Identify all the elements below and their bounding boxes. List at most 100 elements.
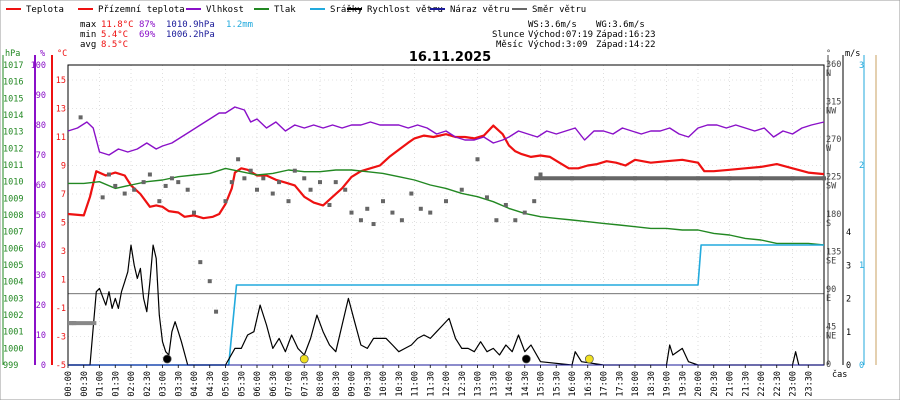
humidity-tick: 90 [36, 91, 46, 101]
rain-tick: 3 [859, 61, 864, 71]
humidity-tick: 0 [41, 361, 46, 371]
direction-point [444, 199, 448, 204]
series-vlhkost [67, 106, 825, 156]
x-tick-label: 05:30 [237, 371, 247, 397]
direction-point [459, 187, 464, 192]
x-axis-ticks: 00:00 00:30 01:00 01:30 02:00 02:30 03:00 03:30… [64, 365, 847, 397]
legend: Teplota Přízemní teplota Vlhkost Tlak Srážky… [6, 5, 586, 15]
x-tick-label: 20:30 [710, 371, 720, 397]
stat-value: avg [80, 40, 96, 50]
direction-point [261, 176, 266, 181]
direction-point [132, 187, 137, 192]
temperature-tick: 3 [61, 247, 66, 257]
humidity-tick: 40 [36, 241, 46, 251]
direction-point [223, 199, 228, 204]
direction-point [255, 187, 259, 192]
x-tick-label: 11:30 [426, 371, 436, 397]
temperature-tick: 7 [61, 190, 66, 200]
sun-moon-info: WS:3.6m/s WG:3.6m/s Slunce Východ:07:19 Zápa… [492, 20, 656, 50]
pressure-tick: 1012 [3, 144, 23, 154]
legend-item[interactable]: Vlhkost [186, 5, 244, 15]
axis-unit: ° [826, 49, 831, 59]
direction-point [302, 176, 307, 181]
event-marker [162, 354, 172, 364]
axis-unit: % [40, 49, 45, 59]
direction-point [538, 172, 543, 177]
x-tick-label: 02:00 [127, 371, 137, 397]
legend-label: Vlhkost [206, 5, 244, 15]
info-text: Západ:14:22 [596, 40, 656, 50]
direction-point [286, 199, 291, 204]
direction-point [358, 218, 363, 223]
pressure-tick: 1011 [3, 161, 23, 171]
x-tick-label: 10:00 [379, 371, 389, 397]
humidity-tick: 80 [36, 121, 46, 131]
legend-label: Náraz větru [450, 5, 510, 15]
stat-value: 87% [139, 20, 156, 30]
direction-point [522, 210, 527, 215]
x-tick-label: 13:30 [489, 371, 499, 397]
x-tick-label: 17:00 [600, 371, 610, 397]
humidity-tick: 30 [36, 271, 46, 281]
pressure-tick: 1009 [3, 194, 23, 204]
temperature-tick: 9 [61, 162, 66, 172]
direction-point [147, 172, 152, 177]
legend-item[interactable]: Směr větru [512, 5, 586, 15]
stat-value: 1.2mm [226, 20, 253, 30]
x-tick-label: 02:30 [143, 371, 153, 397]
direction-point [176, 180, 181, 185]
legend-item[interactable]: Náraz větru [430, 5, 510, 15]
x-tick-label: 20:00 [694, 371, 704, 397]
direction-cardinal: SE [826, 257, 836, 267]
legend-item[interactable]: Tlak [254, 5, 296, 15]
direction-point [371, 222, 376, 227]
direction-point [277, 180, 282, 185]
direction-cardinal: S [826, 219, 831, 229]
info-text: Západ:16:23 [596, 30, 656, 40]
series-tlak [68, 167, 825, 246]
x-tick-label: 01:30 [111, 371, 121, 397]
x-tick-label: 16:00 [568, 371, 578, 397]
direction-point [214, 309, 219, 314]
legend-item[interactable]: Teplota [6, 5, 64, 15]
pressure-tick: 999 [3, 361, 18, 371]
wind-tick: 1 [846, 328, 851, 338]
temperature-tick: -1 [56, 304, 66, 314]
direction-point [494, 218, 499, 223]
wind-tick: 0 [846, 361, 851, 371]
direction-point [409, 191, 414, 196]
direction-tick: 180 [826, 210, 841, 220]
direction-tick: 315 [826, 98, 841, 108]
direction-tick: 135 [826, 248, 841, 258]
direction-point [100, 195, 105, 200]
x-tick-label: 22:30 [773, 371, 783, 397]
direction-point [308, 187, 313, 192]
direction-cardinal: NW [826, 107, 837, 117]
x-tick-label: 12:00 [442, 371, 452, 397]
x-tick-label: 10:30 [395, 371, 405, 397]
pressure-tick: 1010 [3, 178, 23, 188]
x-tick-label: 00:30 [80, 371, 90, 397]
legend-item[interactable]: Rychlost větru [347, 5, 443, 15]
event-marker [299, 354, 309, 364]
event-marker [584, 354, 594, 364]
x-tick-label: 05:00 [222, 371, 232, 397]
direction-point [198, 260, 203, 265]
pressure-tick: 1013 [3, 128, 23, 138]
legend-item[interactable]: Srážky [310, 5, 363, 15]
legend-item[interactable]: Přízemní teplota [78, 5, 185, 15]
legend-label: Tlak [274, 5, 296, 15]
x-tick-label: 13:00 [474, 371, 484, 397]
info-text: WG:3.6m/s [596, 20, 645, 30]
info-text: WS:3.6m/s [528, 20, 577, 30]
pressure-tick: 1007 [3, 228, 23, 238]
stat-value: min [80, 30, 96, 40]
x-tick-label: 14:30 [521, 371, 531, 397]
rain-tick: 1 [859, 261, 864, 271]
chart-title: 16.11.2025 [409, 50, 491, 65]
direction-point [157, 199, 162, 204]
series-teplota [67, 124, 825, 220]
pressure-tick: 1006 [3, 244, 23, 254]
info-text: Slunce [492, 30, 525, 40]
